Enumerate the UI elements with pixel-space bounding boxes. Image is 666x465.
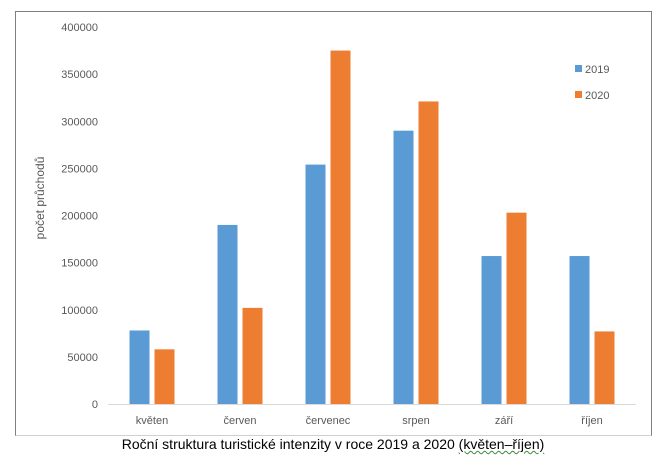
bar-2019-říjen bbox=[569, 256, 590, 404]
x-tick-label: červen bbox=[223, 415, 256, 427]
legend-swatch-2019 bbox=[575, 65, 582, 72]
y-tick-label: 350000 bbox=[61, 69, 98, 81]
y-tick-label: 150000 bbox=[61, 258, 98, 270]
bar-2019-září bbox=[481, 256, 502, 404]
caption-main: Roční struktura turistické intenzity v r… bbox=[121, 436, 459, 452]
y-axis-title: počet průchodů bbox=[33, 157, 47, 240]
legend-swatch-2020 bbox=[575, 91, 582, 98]
x-tick-label: srpen bbox=[402, 415, 430, 427]
y-tick-label: 250000 bbox=[61, 163, 98, 175]
chart-frame bbox=[15, 11, 652, 436]
bar-2020-květen bbox=[154, 349, 175, 404]
legend-label-2020: 2020 bbox=[585, 90, 609, 102]
bar-2019-srpen bbox=[393, 130, 414, 405]
y-tick-label: 300000 bbox=[61, 116, 98, 128]
bar-2020-srpen bbox=[418, 101, 439, 405]
y-tick-label: 100000 bbox=[61, 305, 98, 317]
y-tick-label: 200000 bbox=[61, 211, 98, 223]
bar-2020-červenec bbox=[330, 50, 351, 404]
x-tick-label: červenec bbox=[306, 415, 351, 427]
bar-2019-červen bbox=[217, 224, 238, 404]
bar-2020-září bbox=[506, 212, 527, 404]
legend-label-2019: 2019 bbox=[585, 64, 609, 76]
x-tick-label: květen bbox=[136, 415, 168, 427]
caption-range: (květen–říjen) bbox=[458, 436, 545, 452]
bar-2019-květen bbox=[129, 330, 150, 404]
bar-2019-červenec bbox=[305, 164, 326, 404]
x-tick-label: září bbox=[495, 415, 513, 427]
y-tick-label: 0 bbox=[92, 399, 98, 411]
y-tick-label: 400000 bbox=[61, 22, 98, 34]
bar-2020-říjen bbox=[594, 331, 615, 404]
bar-2020-červen bbox=[242, 307, 263, 404]
x-tick-label: říjen bbox=[581, 415, 602, 427]
y-tick-label: 50000 bbox=[67, 352, 98, 364]
chart-caption: Roční struktura turistické intenzity v r… bbox=[0, 436, 666, 452]
